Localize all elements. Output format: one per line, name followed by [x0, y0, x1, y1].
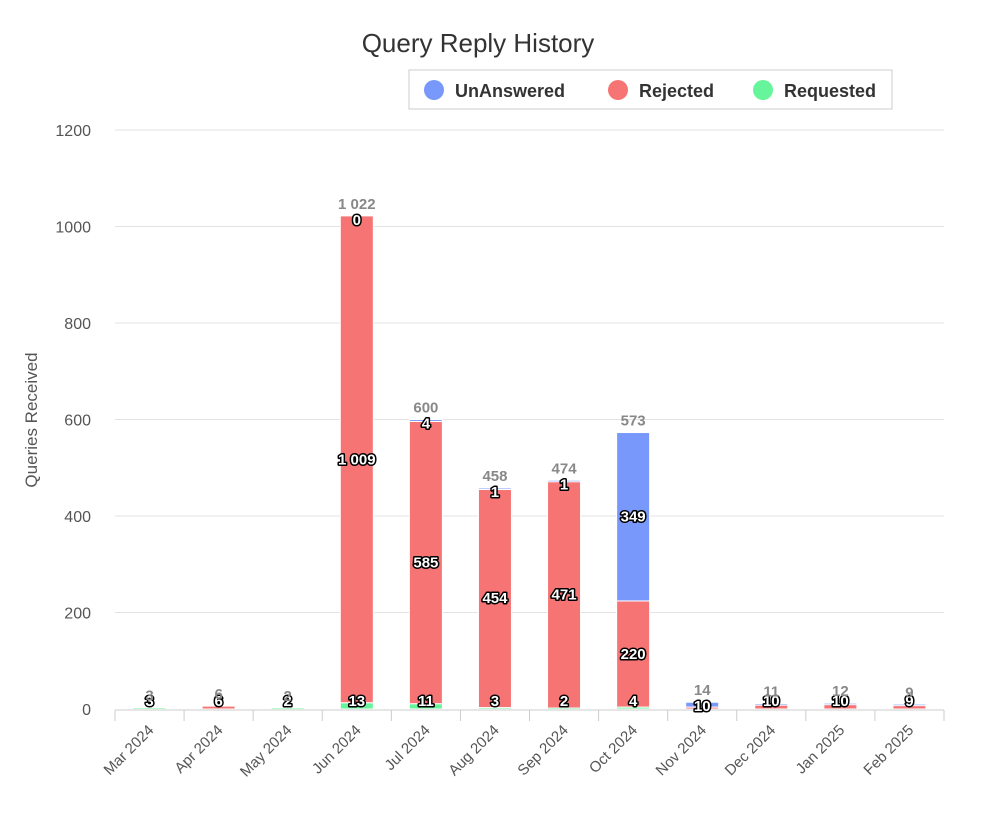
- total-label: 3: [145, 688, 153, 705]
- total-label: 11: [763, 684, 779, 701]
- legend-box: [408, 69, 893, 110]
- data-label-unanswered: 10: [694, 698, 711, 715]
- total-label: 600: [413, 400, 438, 417]
- total-label: 1 022: [338, 196, 376, 213]
- legend-item-requested[interactable]: Requested: [753, 80, 876, 101]
- data-label-unanswered: 1: [491, 484, 499, 501]
- y-tick-label: 600: [64, 413, 91, 430]
- legend-item-unanswered[interactable]: UnAnswered: [424, 80, 565, 101]
- data-label-rejected: 10: [832, 693, 849, 710]
- y-tick-label: 800: [64, 316, 91, 333]
- data-label-requested: 3: [491, 693, 499, 710]
- bar-rejected-aug-2024[interactable]: [477, 487, 512, 709]
- legend-marker: [608, 80, 628, 100]
- x-tick-label: Nov 2024: [653, 722, 710, 779]
- x-tick-label: Feb 2025: [860, 722, 917, 779]
- gridlines: [115, 129, 944, 613]
- bar-unanswered-jul-2024[interactable]: [408, 419, 443, 422]
- x-tick-label: Dec 2024: [722, 722, 779, 779]
- bars: [132, 215, 927, 711]
- y-tick-label: 400: [64, 509, 91, 526]
- bar-unanswered-feb-2025[interactable]: [892, 703, 927, 707]
- legend-label: Requested: [784, 81, 876, 101]
- total-label: 573: [621, 413, 646, 430]
- bar-rejected-oct-2024[interactable]: [616, 600, 651, 708]
- data-label-rejected: 10: [763, 693, 780, 710]
- x-tick-label: Jun 2024: [309, 722, 365, 778]
- chart-title: Query Reply History: [362, 28, 595, 58]
- y-tick-label: 1200: [55, 123, 91, 140]
- total-label: 14: [694, 682, 711, 699]
- x-tick-label: Jul 2024: [382, 722, 434, 774]
- data-label-unanswered: 349: [621, 509, 646, 526]
- x-tick-label: Aug 2024: [445, 722, 502, 779]
- bar-rejected-jun-2024[interactable]: [339, 215, 374, 704]
- legend[interactable]: UnAnswered Rejected Requested: [408, 69, 893, 110]
- data-label-unanswered: 4: [422, 416, 431, 433]
- data-label-rejected: 454: [482, 590, 508, 607]
- x-tick-label: May 2024: [237, 722, 296, 781]
- data-label-rejected: 220: [621, 646, 646, 663]
- bar-rejected-jul-2024[interactable]: [408, 420, 443, 705]
- data-label-unanswered: 1: [560, 476, 568, 493]
- data-label-requested: 2: [560, 693, 568, 710]
- legend-item-rejected[interactable]: Rejected: [608, 80, 714, 101]
- bar-unanswered-jan-2025[interactable]: [823, 702, 858, 706]
- legend-label: UnAnswered: [455, 81, 565, 101]
- y-axis-label: Queries Received: [22, 352, 41, 487]
- data-label-requested: 13: [348, 693, 365, 710]
- bar-unanswered-aug-2024[interactable]: [477, 487, 512, 491]
- bar-requested-mar-2024[interactable]: [132, 707, 167, 710]
- total-label: 474: [552, 460, 578, 477]
- y-tick-label: 0: [82, 702, 91, 719]
- bar-unanswered-oct-2024[interactable]: [616, 432, 651, 602]
- bar-unanswered-nov-2024[interactable]: [685, 701, 720, 708]
- data-label-rejected: 6: [214, 693, 222, 710]
- data-label-rejected: 9: [905, 693, 913, 710]
- total-label: 458: [482, 468, 507, 485]
- bar-unanswered-sep-2024[interactable]: [547, 479, 582, 483]
- data-label-unanswered: 0: [353, 212, 361, 229]
- y-tick-label: 200: [64, 606, 91, 623]
- data-label-rejected: 585: [413, 555, 438, 572]
- data-label-rejected: 471: [552, 586, 577, 603]
- x-axis: Mar 2024 Apr 2024 May 2024 Jun 2024 Jul 2024…: [101, 709, 945, 781]
- total-label: 2: [284, 688, 292, 705]
- y-tick-label: 1000: [55, 220, 91, 237]
- bar-rejected-apr-2024[interactable]: [201, 705, 236, 710]
- x-tick-label: Mar 2024: [101, 722, 158, 779]
- total-label: 12: [832, 683, 849, 700]
- data-label-requested: 4: [629, 693, 638, 710]
- legend-label: Rejected: [639, 81, 714, 101]
- bar-unanswered-dec-2024[interactable]: [754, 703, 789, 706]
- x-tick-label: Jan 2025: [793, 722, 849, 778]
- data-label-requested: 3: [145, 693, 153, 710]
- data-label-requested: 11: [418, 693, 434, 710]
- x-tick-label: Sep 2024: [514, 722, 571, 779]
- total-label: 9: [905, 685, 913, 702]
- x-tick-label: Apr 2024: [171, 722, 226, 777]
- data-label-requested: 2: [284, 693, 292, 710]
- legend-marker: [424, 80, 444, 100]
- total-label: 6: [214, 686, 222, 703]
- x-tick-label: Oct 2024: [586, 722, 641, 777]
- data-label-rejected: 1 009: [338, 451, 376, 468]
- legend-marker: [753, 80, 773, 100]
- y-axis: 0 200 400 600 800 1000 1200: [55, 123, 91, 719]
